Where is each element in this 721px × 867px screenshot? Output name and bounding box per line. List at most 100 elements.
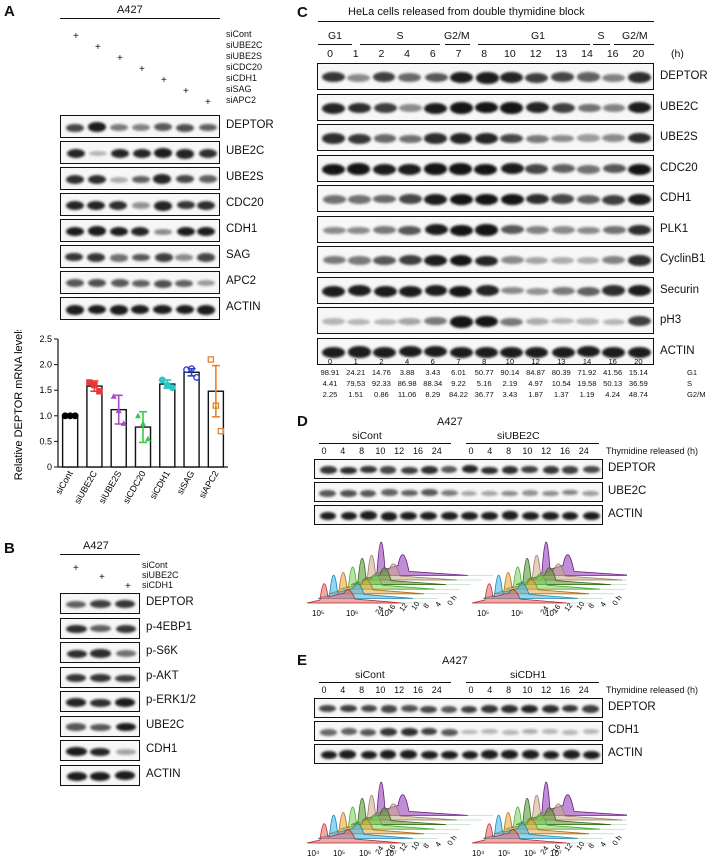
blot-band (627, 224, 651, 236)
blot-band (449, 346, 473, 358)
blot-band (542, 466, 560, 474)
blot-band (582, 705, 599, 713)
blot-band (450, 71, 474, 83)
blot-band (401, 727, 418, 736)
blot-band (90, 747, 111, 757)
blot-strip-ph3 (317, 307, 654, 334)
blot-band (176, 226, 195, 236)
phase-label: G1 (530, 30, 545, 42)
flow-histogram-trace (471, 583, 568, 604)
table-row-label: S (687, 379, 693, 388)
blot-band (340, 728, 358, 735)
blot-band (347, 73, 371, 82)
blot-band (481, 466, 498, 475)
table-s-value: 5.16 (476, 379, 492, 388)
protein-label: p-S6K (146, 645, 178, 657)
blot-band (154, 279, 173, 288)
blot-band (340, 705, 357, 713)
blot-band (340, 512, 358, 521)
blot-band (132, 253, 151, 262)
blot-strip-ube2c (317, 93, 654, 121)
blot-band (398, 73, 422, 83)
table-s-value: 19.58 (577, 379, 597, 388)
table-g2m-value: 4.24 (605, 390, 621, 399)
y-tick-label: 0.5 (39, 436, 52, 446)
blot-band (561, 466, 579, 474)
blot-strip-cyclinb1 (317, 246, 654, 273)
protein-label: ACTIN (660, 344, 695, 357)
blot-band (601, 346, 625, 358)
blot-band (460, 705, 478, 714)
blot-band (577, 165, 601, 174)
table-g1-value: 15.14 (628, 368, 648, 377)
blot-band (88, 150, 107, 157)
blot-band (380, 727, 397, 736)
blot-band (461, 729, 478, 735)
blot-band (500, 193, 524, 205)
blot-band (561, 489, 579, 496)
panel-b-cell-line: A427 (83, 540, 109, 552)
data-point (158, 376, 166, 384)
flow-x-tick: 10⁵ (333, 849, 345, 858)
table-g2m-value: 2.25 (322, 390, 338, 399)
protein-label: Securin (660, 283, 699, 296)
flow-depth-tick: 4 (598, 840, 608, 849)
blot-band (116, 722, 137, 732)
flow-x-tick: 10⁶ (524, 849, 536, 858)
y-tick-label: 1.0 (39, 411, 52, 421)
blot-band (475, 193, 499, 205)
blot-band (87, 122, 106, 132)
data-point (140, 420, 146, 426)
blot-band (420, 705, 437, 714)
blot-band (449, 285, 473, 297)
blot-band (373, 194, 396, 204)
blot-band (525, 164, 549, 174)
flow-depth-tick: 24 (538, 844, 550, 856)
blot-strip-ube2s (60, 167, 220, 190)
table-g2m-value: 11.06 (397, 390, 417, 399)
table-g1-value: 84.87 (526, 368, 546, 377)
blot-band (424, 72, 448, 83)
blot-band (602, 163, 626, 174)
blot-band (116, 624, 137, 633)
blot-band (153, 174, 172, 184)
blot-band (109, 176, 128, 183)
blot-band (501, 750, 518, 759)
data-point (212, 402, 220, 409)
blot-band (347, 102, 371, 114)
protein-label: CyclinB1 (660, 253, 706, 265)
flow-depth-tick: 16 (385, 603, 397, 615)
blot-band (583, 751, 600, 760)
protein-label: DEPTOR (146, 596, 194, 608)
blot-band (449, 102, 473, 114)
blot-band (66, 226, 85, 236)
blot-band (322, 256, 346, 265)
protein-label: UBE2C (608, 485, 647, 497)
bar-siCont (61, 415, 79, 468)
flow-depth-tick: 0 h (445, 593, 458, 607)
blot-band (360, 465, 377, 474)
blot-band (474, 346, 498, 359)
blot-band (109, 124, 128, 132)
blot-band (421, 465, 438, 474)
blot-band (131, 304, 150, 315)
blot-band (131, 279, 150, 288)
blot-band (114, 697, 136, 707)
blot-band (440, 466, 458, 474)
flow-x-tick: 10⁵ (477, 609, 489, 618)
flow-histogram-trace (317, 814, 414, 839)
blot-band (66, 649, 87, 659)
blot-band (66, 123, 85, 133)
table-g1-value: 24.21 (346, 368, 366, 377)
blot-strip-actin (314, 744, 603, 764)
blot-band (602, 194, 625, 205)
blot-strip-cdc20 (317, 154, 654, 182)
blot-band (65, 278, 84, 287)
blot-band (582, 490, 599, 496)
blot-band (501, 490, 518, 497)
treatment-plus-mark: + (205, 97, 211, 108)
table-s-value: 92.33 (371, 379, 391, 388)
blot-band (461, 750, 479, 759)
blot-band (500, 133, 524, 144)
table-g1-value: 3.43 (425, 368, 441, 377)
